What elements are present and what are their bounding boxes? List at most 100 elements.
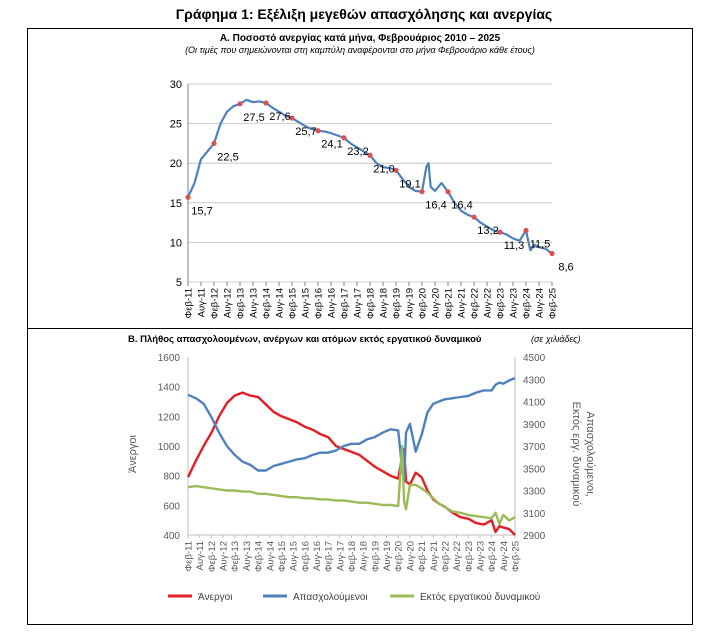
x-tick-label: Αυγ-24 [535, 288, 546, 318]
x-tick-label: Φεβ-23 [496, 288, 507, 319]
y-tick-label: 5 [176, 277, 182, 289]
x-tick-label: Αυγ-17 [353, 288, 364, 318]
x-tick-label: Φεβ-24 [487, 541, 498, 572]
x-tick-label: Αυγ-23 [509, 288, 520, 318]
chart-b-title: Β. Πλήθος απασχολουμένων, ανέργων και ατ… [128, 334, 482, 345]
x-tick-label: Αυγ-20 [431, 288, 442, 318]
x-tick-label: Αυγ-14 [265, 541, 276, 571]
point-label: 24,1 [321, 139, 342, 151]
point-label: 13,2 [477, 225, 498, 237]
x-tick-label: Αυγ-19 [405, 288, 416, 318]
x-tick-label: Αυγ-22 [452, 541, 463, 571]
x-tick-label: Αυγ-24 [499, 541, 510, 571]
chart-a-subtitle: (Οι τιμές που σημειώνονται στη καμπύλη α… [185, 45, 535, 55]
x-tick-label: Φεβ-11 [184, 288, 195, 318]
point-marker [185, 194, 191, 200]
figure-title: Γράφημα 1: Εξέλιξη μεγεθών απασχόλησης κ… [175, 6, 553, 22]
panel-a-unemployment-rate: Α. Ποσοστό ανεργίας κατά μήνα, Φεβρουάρι… [27, 28, 693, 329]
x-tick-label: Φεβ-24 [522, 288, 533, 319]
legend-employed-label: Απασχολούμενοι [293, 591, 368, 603]
x-tick-label: Φεβ-22 [440, 541, 451, 572]
x-tick-label: Φεβ-21 [417, 541, 428, 572]
point-label: 8,6 [558, 261, 573, 273]
point-marker [289, 115, 295, 121]
y-tick-label: 1400 [158, 383, 181, 394]
point-label: 16,4 [425, 200, 446, 212]
point-label: 23,2 [347, 146, 368, 158]
point-label: 25,7 [295, 126, 316, 138]
point-marker [263, 100, 269, 106]
x-tick-label: Φεβ-18 [366, 288, 377, 319]
employed-line [187, 376, 516, 483]
inactive-line [187, 444, 516, 526]
legend-unemployed-label: Άνεργοι [198, 592, 232, 603]
x-tick-label: Φεβ-12 [207, 541, 218, 572]
point-marker [445, 189, 451, 195]
y-tick-label: 800 [163, 472, 180, 483]
point-label: 15,7 [191, 205, 212, 217]
x-tick-label: Αυγ-19 [382, 541, 393, 571]
y-tick-label: 600 [163, 501, 180, 512]
x-tick-label: Φεβ-13 [230, 541, 241, 572]
unemployment-rate-chart: Α. Ποσοστό ανεργίας κατά μήνα, Φεβρουάρι… [170, 33, 574, 319]
x-tick-label: Αυγ-11 [195, 541, 206, 570]
y2-tick-label: 4300 [523, 375, 546, 386]
x-tick-label: Αυγ-15 [289, 541, 300, 571]
y-tick-label: 400 [163, 531, 180, 542]
point-label: 19,1 [399, 178, 420, 190]
x-tick-label: Φεβ-14 [254, 541, 265, 572]
x-tick-label: Αυγ-16 [327, 288, 338, 318]
point-marker [211, 140, 217, 146]
x-tick-label: Φεβ-25 [511, 541, 522, 572]
y2-tick-label: 3100 [523, 509, 546, 520]
x-tick-label: Φεβ-16 [314, 288, 325, 319]
x-tick-label: Αυγ-22 [483, 288, 494, 318]
point-marker [419, 189, 425, 195]
y-tick-label: 20 [170, 158, 182, 170]
x-tick-label: Φεβ-17 [324, 541, 335, 572]
x-tick-label: Αυγ-14 [275, 288, 286, 318]
point-marker [237, 101, 243, 107]
x-tick-label: Αυγ-16 [312, 541, 323, 571]
x-tick-label: Αυγ-12 [223, 288, 234, 318]
x-tick-label: Φεβ-12 [210, 288, 221, 319]
chart-b-y2label: Απασχολούμενοι,Εκτός εργ. δυναμικού [570, 402, 596, 507]
x-tick-label: Αυγ-13 [249, 288, 260, 318]
point-marker [341, 135, 347, 141]
x-tick-label: Αυγ-12 [219, 541, 230, 571]
x-tick-label: Φεβ-16 [300, 541, 311, 572]
x-tick-label: Φεβ-14 [262, 288, 273, 319]
x-tick-label: Φεβ-22 [470, 288, 481, 319]
point-marker [471, 214, 477, 220]
x-tick-label: Φεβ-20 [394, 541, 405, 572]
y-tick-label: 25 [170, 119, 182, 131]
point-marker [315, 128, 321, 134]
point-marker [497, 229, 503, 235]
x-tick-label: Αυγ-20 [405, 541, 416, 571]
y-tick-label: 1000 [158, 442, 181, 453]
x-tick-label: Φεβ-20 [418, 288, 429, 319]
chart-b-subtitle: (σε χιλιάδες) [531, 334, 580, 344]
point-marker [523, 227, 529, 234]
point-marker [393, 167, 399, 173]
x-tick-label: Αυγ-21 [457, 288, 468, 318]
x-tick-label: Αυγ-15 [301, 288, 312, 318]
point-label: 21,0 [373, 163, 394, 175]
x-tick-label: Φεβ-19 [370, 541, 381, 572]
point-label: 11,5 [530, 239, 551, 251]
point-label: 22,5 [217, 151, 238, 163]
chart-b-ylabel: Άνεργοι [127, 435, 139, 473]
y2-tick-label: 3900 [523, 420, 546, 431]
y2-tick-label: 3700 [523, 442, 546, 453]
x-tick-label: Φεβ-11 [184, 541, 195, 571]
panel-b-employment-levels: Β. Πλήθος απασχολουμένων, ανέργων και ατ… [27, 328, 693, 625]
x-tick-label: Φεβ-21 [444, 288, 455, 319]
x-tick-label: Αυγ-13 [242, 541, 253, 571]
employment-levels-chart: Β. Πλήθος απασχολουμένων, ανέργων και ατ… [127, 334, 596, 603]
point-label: 16,4 [451, 200, 472, 212]
y-tick-label: 15 [170, 198, 182, 210]
point-marker [367, 152, 373, 158]
x-tick-label: Φεβ-23 [464, 541, 475, 572]
y-tick-label: 30 [170, 79, 182, 91]
x-tick-label: Αυγ-17 [335, 541, 346, 571]
